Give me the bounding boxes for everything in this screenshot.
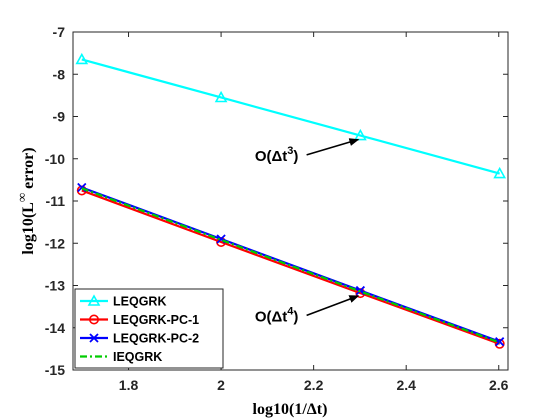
y-axis-label-end: error) — [20, 147, 37, 192]
legend-box — [74, 288, 224, 369]
annotation-sup: 3 — [287, 145, 293, 157]
order-annotation: O(Δt4) — [255, 295, 360, 325]
legend-label: LEQGRK-PC-2 — [113, 332, 199, 346]
y-tick-label: -9 — [53, 109, 66, 125]
legend-entry: LEQGRK-PC-2 — [80, 332, 199, 346]
annotation-base: O(Δt — [255, 148, 287, 165]
annotation-arrow — [306, 138, 360, 156]
annotation-sup: 4 — [287, 305, 294, 317]
legend: LEQGRK LEQGRK-PC-1 LEQGRK-PC-2 IEQGRK — [74, 288, 224, 369]
data-point — [494, 338, 505, 349]
x-tick-label: 2 — [217, 377, 225, 393]
order-annotation-text: O(Δt4) — [255, 305, 299, 325]
legend-marker — [89, 333, 99, 343]
legend-label: IEQGRK — [113, 350, 162, 364]
legend-marker — [89, 314, 100, 325]
y-tick-label: -7 — [53, 24, 66, 40]
annotation-arrow — [306, 295, 360, 317]
data-point — [354, 128, 367, 141]
legend-entry: LEQGRK-PC-1 — [80, 313, 199, 327]
series-line — [81, 58, 500, 175]
legend-entry: IEQGRK — [80, 350, 162, 364]
y-tick-label: -15 — [45, 362, 65, 378]
y-tick-label: -13 — [45, 278, 65, 294]
series-leqgrk — [75, 52, 507, 179]
x-tick-label: 2.4 — [396, 377, 416, 393]
annotation-layer: O(Δt3)O(Δt4) — [255, 138, 360, 325]
legend-marker — [87, 294, 101, 306]
x-tick-label: 1.8 — [119, 377, 139, 393]
legend-entry: LEQGRK — [80, 294, 166, 309]
data-point — [75, 52, 89, 65]
axis-layer: 1.8 2 2.2 2.4 2.6 -15 -14 -13 -12 -11 -10 -9 -8 -7 — [45, 24, 509, 393]
y-axis-label-main: log10(L — [20, 202, 37, 254]
y-tick-label: -8 — [53, 66, 66, 82]
series-line — [81, 187, 501, 344]
series-layer — [75, 52, 507, 349]
annotation-end: ) — [293, 308, 298, 325]
y-tick-label: -14 — [45, 320, 65, 336]
y-axis-label-sup: ∞ — [14, 193, 29, 202]
y-axis-label: log10(L∞ error) — [14, 147, 37, 254]
x-tick-label: 2.2 — [304, 377, 324, 393]
legend-label: LEQGRK-PC-1 — [113, 313, 199, 327]
data-point — [493, 166, 507, 179]
y-tick-label: -10 — [45, 151, 65, 167]
series-line — [81, 189, 501, 345]
y-tick-label: -11 — [46, 193, 66, 209]
x-axis-label: log10(1/Δt) — [253, 401, 328, 418]
y-tick-label: -12 — [45, 235, 65, 251]
annotation-end: ) — [293, 148, 298, 165]
series-ieqgrk — [81, 187, 501, 344]
legend-label: LEQGRK — [113, 295, 166, 309]
data-point — [214, 90, 228, 103]
order-annotation: O(Δt3) — [255, 138, 360, 165]
annotation-base: O(Δt — [255, 308, 287, 325]
order-annotation-text: O(Δt3) — [255, 145, 299, 165]
x-tick-label: 2.6 — [489, 377, 509, 393]
